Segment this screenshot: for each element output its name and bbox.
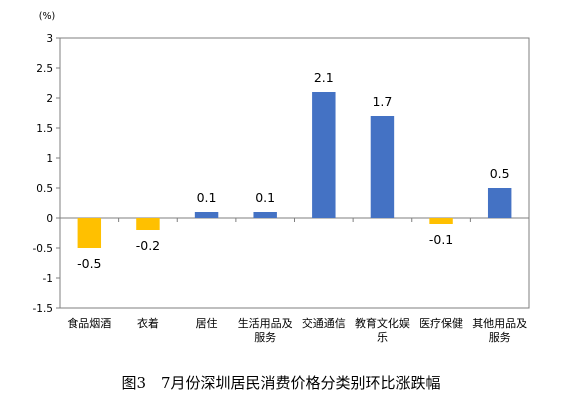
data-label: 0.5 (490, 166, 510, 181)
y-axis: 3 2.5 2 1.5 1 0.5 0 -0.5 -1 -1.5 (33, 33, 530, 315)
data-label: -0.1 (429, 232, 453, 247)
data-label: -0.5 (77, 256, 101, 271)
y-tick-label: 1 (46, 153, 53, 165)
bar (253, 212, 277, 218)
y-tick-label: 0.5 (36, 183, 53, 195)
category-label: 衣着 (137, 316, 159, 330)
data-label: -0.2 (136, 238, 160, 253)
value-labels: -0.5 -0.2 0.1 0.1 2.1 1.7 -0.1 0.5 (77, 70, 510, 271)
category-label: 乐 (377, 331, 388, 344)
category-label: 教育文化娱 (355, 316, 410, 330)
category-label: 居住 (196, 316, 218, 330)
bar (370, 116, 395, 218)
bar (312, 92, 336, 218)
y-tick-label: -1 (43, 273, 53, 285)
y-tick-label: -1.5 (33, 303, 54, 315)
bar (136, 218, 160, 230)
category-label: 医疗保健 (419, 316, 463, 330)
y-tick-label: -0.5 (33, 243, 54, 255)
bars (77, 92, 512, 248)
y-tick-label: 3 (46, 33, 53, 45)
y-tick-label: 2.5 (36, 63, 53, 75)
plot-frame (59, 37, 530, 309)
bar (429, 218, 453, 224)
bar (487, 188, 512, 218)
y-unit-label: (%) (39, 11, 55, 22)
y-tick-label: 1.5 (36, 123, 53, 135)
data-label: 0.1 (255, 190, 275, 205)
category-label: 生活用品及 (238, 316, 293, 330)
data-label: 2.1 (314, 70, 334, 85)
category-label: 服务 (489, 331, 511, 344)
category-label: 其他用品及 (472, 317, 527, 330)
y-tick-label: 0 (46, 213, 53, 225)
data-label: 1.7 (372, 94, 392, 109)
category-label: 服务 (254, 331, 276, 344)
category-label: 食品烟酒 (67, 316, 111, 330)
bar (194, 212, 219, 218)
y-tick-label: 2 (46, 93, 53, 105)
chart-title: 图3 7月份深圳居民消费价格分类别环比涨跌幅 (121, 374, 441, 392)
bar (77, 218, 102, 248)
data-label: 0.1 (197, 190, 217, 205)
category-label: 交通通信 (302, 316, 346, 330)
